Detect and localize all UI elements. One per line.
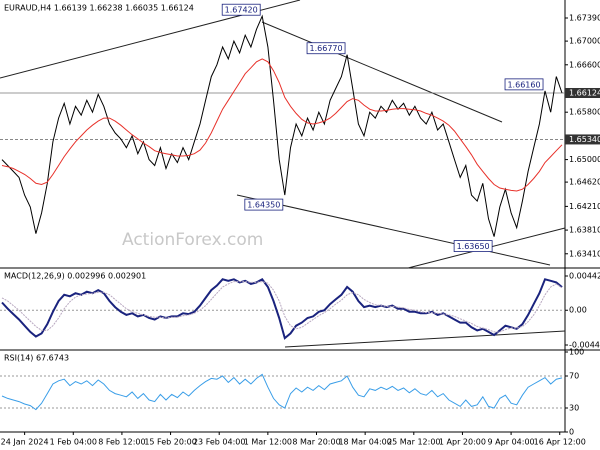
price-level-box	[565, 87, 600, 98]
annotation-box	[244, 198, 284, 211]
panel-title: MACD(12,26,9) 0.002996 0.002901	[4, 272, 146, 281]
y-tick-label: 1.64210	[569, 202, 600, 211]
panel-title: RSI(14) 67.6743	[4, 354, 69, 363]
y-tick-label: 0.004426	[569, 272, 600, 281]
x-tick-label: 8 Mar 20:00	[292, 438, 340, 447]
annotation-label: 1.66770	[310, 44, 343, 53]
price-level-label: 1.66124	[569, 88, 600, 97]
annotation-label: 1.67420	[225, 6, 258, 15]
x-tick-label: 18 Mar 04:00	[338, 438, 391, 447]
x-tick-label: 9 Apr 04:00	[488, 438, 535, 447]
annotation-label: 1.63650	[457, 242, 490, 251]
x-tick-label: 8 Feb 12:00	[98, 438, 145, 447]
x-tick-label: 25 Mar 12:00	[387, 438, 440, 447]
trend-line	[236, 194, 551, 266]
x-tick-label: 1 Feb 04:00	[50, 438, 97, 447]
x-tick-label: 23 Feb 04:00	[193, 438, 245, 447]
y-tick-label: 100	[569, 348, 584, 357]
y-tick-label: 1.63810	[569, 226, 600, 235]
y-tick-label: 30	[569, 404, 579, 413]
series-line	[1, 58, 563, 192]
series-line	[1, 14, 563, 237]
y-tick-label: 70	[569, 372, 579, 381]
watermark: ActionForex.com	[122, 230, 263, 250]
x-tick-label: 16 Apr 12:00	[534, 438, 586, 447]
y-tick-label: 1.64620	[569, 178, 600, 187]
x-tick-label: 1 Apr 20:00	[439, 438, 486, 447]
price-level-label: 1.65340	[569, 135, 600, 144]
y-tick-label: 1.65000	[569, 155, 600, 164]
annotation-box	[504, 78, 544, 91]
y-tick-label: 1.67000	[569, 37, 600, 46]
trend-line	[261, 21, 503, 123]
price-level-box	[565, 134, 600, 145]
y-tick-label: -0.004493	[569, 340, 600, 349]
y-tick-label: 0.00	[569, 306, 587, 315]
y-tick-label: 1.63410	[569, 249, 600, 258]
x-tick-label: 15 Feb 20:00	[144, 438, 196, 447]
series-line	[1, 278, 563, 340]
annotation-box	[453, 240, 493, 252]
x-tick-label: 24 Jan 2024	[1, 438, 49, 447]
y-tick-label: 0	[569, 428, 574, 437]
annotation-box	[306, 42, 346, 55]
annotation-label: 1.66160	[507, 80, 540, 89]
y-tick-label: 1.66600	[569, 60, 600, 69]
series-line	[1, 281, 563, 333]
y-tick-label: 1.67390	[569, 13, 600, 22]
series-line	[1, 373, 563, 411]
trend-line	[284, 330, 566, 348]
x-tick-label: 1 Mar 12:00	[244, 438, 292, 447]
chart-title: EURAUD,H4 1.66139 1.66238 1.66035 1.6612…	[4, 4, 194, 13]
annotation-box	[221, 3, 261, 16]
annotation-label: 1.64350	[247, 201, 280, 210]
y-tick-label: 1.65800	[569, 108, 600, 117]
